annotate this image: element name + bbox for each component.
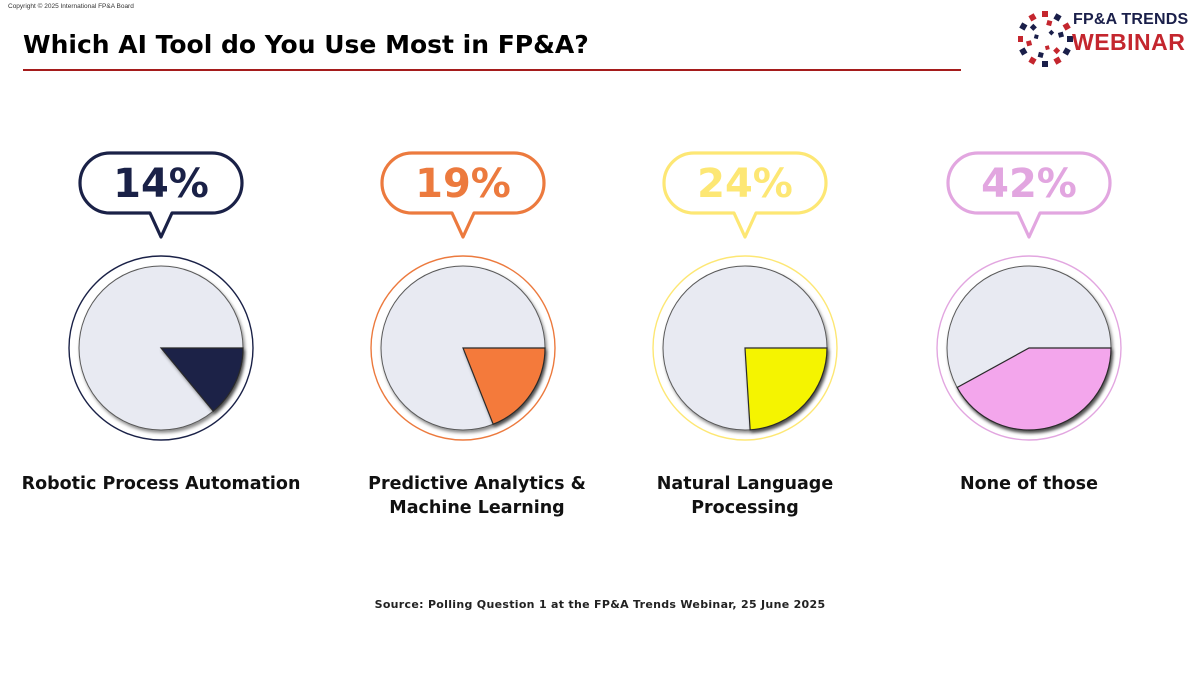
value-label: 24% [697,161,793,207]
pie-slice [462,347,546,426]
pie-group-4: 42% [936,151,1122,441]
pie-outer-ring [370,255,556,441]
pie-slice [744,347,828,431]
pie-group-3: 24% [652,151,838,441]
value-label: 14% [113,161,209,207]
slide-title: Which AI Tool do You Use Most in FP&A? [23,30,589,59]
pie-outer-ring [68,255,254,441]
copyright-notice: Copyright © 2025 International FP&A Boar… [8,3,134,10]
category-label: Robotic Process Automation [21,474,301,494]
value-callout-bubble [78,151,244,239]
category-label: Predictive Analytics & Machine Learning [368,474,586,518]
pie-group-1: 14% [68,151,254,441]
fpa-trends-logo: FP&A TRENDS WEBINAR [1018,6,1193,70]
logo-mark-icon [1018,11,1073,67]
pie-group-2: 19% [370,151,556,441]
source-note: Source: Polling Question 1 at the FP&A T… [374,598,826,611]
pie-slice [159,347,244,413]
logo-text-fpa-trends: FP&A TRENDS [1073,11,1189,28]
category-label: Natural Language Processing [656,474,834,518]
value-label: 19% [415,161,511,207]
pie-outer-ring [936,255,1122,441]
title-underline [23,69,961,71]
value-callout-bubble [946,151,1112,239]
value-callout-bubble [662,151,828,239]
category-label: None of those [960,474,1098,494]
logo-text-webinar: WEBINAR [1072,29,1186,55]
value-callout-bubble [380,151,546,239]
pie-outer-ring [652,255,838,441]
pie-slice [956,347,1112,431]
value-label: 42% [981,161,1077,207]
